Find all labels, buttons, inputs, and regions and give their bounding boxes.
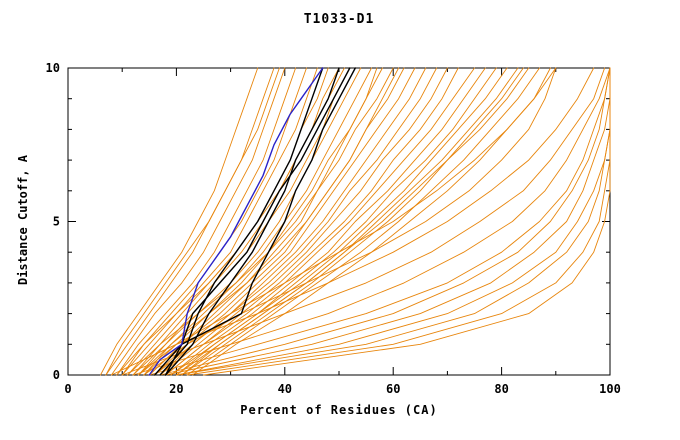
model-curve-orange xyxy=(159,67,611,376)
model-curve-orange xyxy=(148,67,611,376)
model-curve-orange xyxy=(138,67,400,376)
model-curve-orange xyxy=(186,67,540,376)
model-curve-orange xyxy=(138,67,551,376)
model-curve-orange xyxy=(170,67,486,376)
model-curve-blue xyxy=(148,67,324,376)
x-tick-label: 60 xyxy=(386,382,400,396)
model-curve-orange xyxy=(165,67,611,376)
model-curve-orange xyxy=(100,67,259,376)
y-tick-label: 5 xyxy=(53,215,60,229)
model-curve-orange xyxy=(175,67,508,376)
model-curve-orange xyxy=(165,67,475,376)
model-curve-black xyxy=(164,67,340,376)
model-curve-orange xyxy=(121,67,606,376)
model-curve-orange xyxy=(159,67,438,376)
model-curve-orange xyxy=(110,67,286,376)
model-curve-orange xyxy=(181,67,530,376)
model-curve-orange xyxy=(181,67,524,376)
x-tick-label: 100 xyxy=(599,382,621,396)
model-curve-orange xyxy=(105,67,280,376)
model-curve-black xyxy=(159,67,324,376)
model-curve-orange xyxy=(121,67,307,376)
chart-title: T1033-D1 xyxy=(303,12,375,27)
model-curve-orange xyxy=(203,67,611,376)
model-curve-orange xyxy=(138,67,362,376)
model-curve-orange xyxy=(116,67,297,376)
model-curve-orange xyxy=(148,67,394,376)
y-tick-label: 0 xyxy=(53,368,60,382)
x-axis-label: Percent of Residues (CA) xyxy=(240,403,438,417)
y-axis-label: Distance Cutoff, A xyxy=(16,154,30,286)
model-curve-orange xyxy=(110,67,595,376)
model-curve-black xyxy=(164,67,356,376)
model-curve-orange xyxy=(165,67,459,376)
x-tick-label: 40 xyxy=(278,382,292,396)
model-curve-orange xyxy=(175,67,611,376)
model-curve-orange xyxy=(132,67,611,376)
x-tick-label: 80 xyxy=(494,382,508,396)
model-curve-orange xyxy=(143,67,557,376)
x-tick-label: 20 xyxy=(169,382,183,396)
model-curve-black xyxy=(153,67,351,376)
y-tick-label: 10 xyxy=(46,61,60,75)
model-curve-orange xyxy=(121,67,318,376)
x-tick-label: 0 xyxy=(64,382,71,396)
